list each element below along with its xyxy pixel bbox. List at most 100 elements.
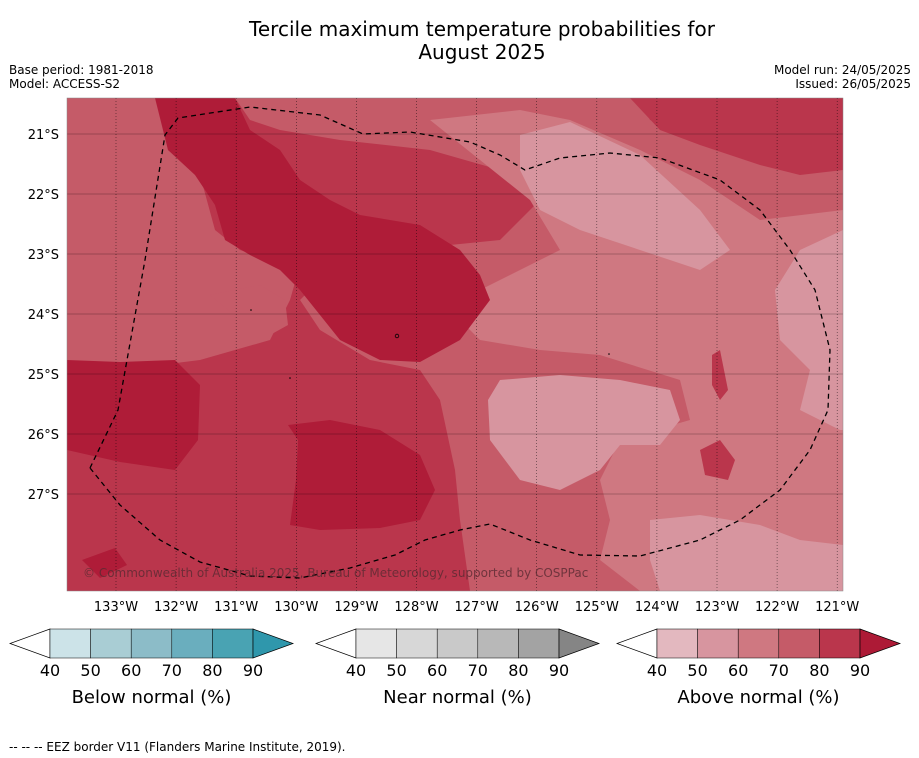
eez-border-line [89,106,831,579]
colorbar-tick-label: 50 [687,661,707,680]
colorbar-tick-label: 40 [40,661,60,680]
colorbar-segment [697,628,739,659]
island-dot [394,333,400,339]
title-line-2: August 2025 [418,40,546,64]
lon-tick-label: 133°W [94,600,138,615]
colorbar-1: 40 50 60 70 80 90 Below normal (%) [8,628,295,708]
colorbar-tick-label: 80 [809,661,829,680]
region-70-center [430,110,843,591]
colorbar-title: Below normal (%) [72,687,232,708]
meta-right: Model run: 24/05/2025 Issued: 26/05/2025 [774,63,911,91]
region-80-pocket [210,285,288,335]
island-dot [608,353,610,355]
title-line-1: Tercile maximum temperature probabilitie… [249,17,715,41]
issued-date: Issued: 26/05/2025 [795,77,911,91]
colorbar-segment [737,628,780,659]
colorbar-tick-label: 40 [346,661,366,680]
colorbar-tick-label: 50 [386,661,406,680]
colorbar-high-arrow [859,628,902,659]
region-max-topleft [155,98,490,362]
colorbar-high-arrow [252,628,295,659]
colorbar-tick-label: 70 [162,661,182,680]
colorbar-3: 40 50 60 70 80 90 Above normal (%) [615,628,902,708]
lon-tick-label: 126°W [515,600,559,615]
colorbar-segment [518,628,560,659]
colorbar-segment [778,628,820,659]
lat-tick-label: 22°S [28,188,59,203]
colorbar-2: 40 50 60 70 80 90 Near normal (%) [314,628,601,708]
region-max-topright [630,98,843,175]
colorbar-high-arrow [558,628,601,659]
colorbar-tick-label: 60 [728,661,748,680]
model-run: Model run: 24/05/2025 [773,63,911,77]
colorbar-tick-label: 70 [769,661,789,680]
colorbar-tick-label: 50 [80,661,100,680]
colorbars: 40 50 60 70 80 90 Below normal (%) 40 50 60 70 80 90… [8,628,902,708]
colorbar-tick-label: 90 [243,661,263,680]
colorbar-tick-label: 60 [121,661,141,680]
island-dot [289,377,291,379]
colorbar-segment [171,628,213,659]
base-period: Base period: 1981-2018 [9,63,154,77]
lon-tick-label: 128°W [394,600,438,615]
colorbar-segment [212,628,254,659]
lon-tick-label: 125°W [575,600,619,615]
colorbar-segment [130,628,173,659]
region-max-patch [700,440,735,480]
copyright-notice: © Commonwealth of Australia 2025, Bureau… [83,566,588,580]
region-max-center [288,420,435,530]
region-60-right [775,230,843,430]
colorbar-tick-label: 90 [850,661,870,680]
meta-left: Base period: 1981-2018 Model: ACCESS-S2 [9,63,154,91]
colorbar-segment [656,628,698,659]
colorbar-segment [436,628,479,659]
latitude-labels: 21°S 22°S 23°S 24°S 25°S 26°S 27°S [28,128,59,503]
lat-tick-label: 23°S [28,248,59,263]
colorbar-tick-label: 80 [508,661,528,680]
region-60-inner [520,122,730,270]
lat-tick-label: 21°S [28,128,59,143]
lon-tick-label: 129°W [334,600,378,615]
lon-tick-label: 124°W [635,600,679,615]
lon-tick-label: 127°W [455,600,499,615]
colorbar-segment [90,628,132,659]
colorbar-segment [477,628,519,659]
region-60-bottom [650,515,843,591]
colorbar-low-arrow [314,628,357,659]
lon-tick-label: 130°W [274,600,318,615]
lon-tick-label: 132°W [154,600,198,615]
region-max-sliver [712,350,728,400]
eez-footnote: -- -- -- EEZ border V11 (Flanders Marine… [9,740,346,754]
colorbar-title: Near normal (%) [383,687,532,708]
colorbar-segment [396,628,438,659]
colorbar-tick-label: 60 [427,661,447,680]
lat-tick-label: 26°S [28,428,59,443]
colorbar-low-arrow [8,628,51,659]
lon-tick-label: 123°W [695,600,739,615]
region-max-left [67,360,200,470]
region-max-bottomleft [82,548,127,578]
colorbar-low-arrow [615,628,658,659]
colorbar-segment [49,628,91,659]
longitude-labels: 133°W 132°W 131°W 130°W 129°W 128°W 127°W 126°W… [94,600,860,615]
model-name: Model: ACCESS-S2 [9,77,121,91]
lat-tick-label: 27°S [28,488,59,503]
map-title: Tercile maximum temperature probabilitie… [0,18,919,64]
lat-tick-label: 25°S [28,368,59,383]
map-graticule [67,98,843,591]
lat-tick-label: 24°S [28,308,59,323]
colorbar-segment [819,628,861,659]
lon-tick-label: 121°W [815,600,859,615]
colorbar-segment [355,628,397,659]
colorbar-tick-label: 90 [549,661,569,680]
region-60-lower [488,375,680,490]
map-frame [66,97,844,592]
colorbar-title: Above normal (%) [677,687,839,708]
probability-map [67,98,843,591]
island-dot [250,309,252,311]
colorbar-tick-label: 40 [647,661,667,680]
colorbar-tick-label: 80 [202,661,222,680]
lon-tick-label: 131°W [214,600,258,615]
lon-tick-label: 122°W [755,600,799,615]
